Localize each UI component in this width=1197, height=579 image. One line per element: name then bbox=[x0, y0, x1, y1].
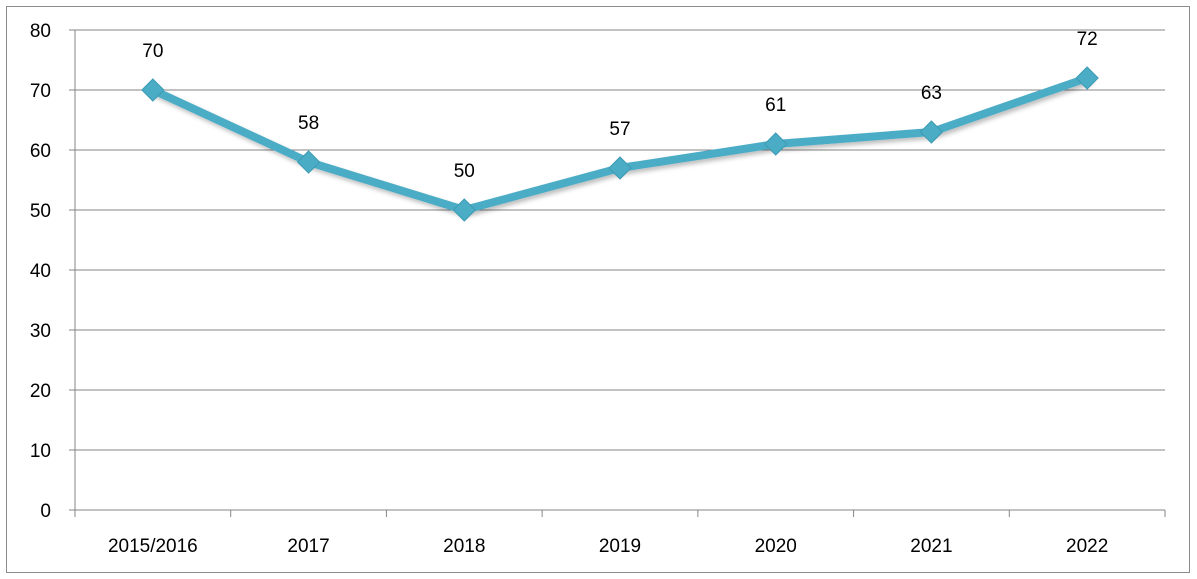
data-labels: 70 58 50 57 61 63 72 bbox=[142, 29, 1097, 182]
x-tick-label: 2019 bbox=[599, 536, 641, 557]
gridlines bbox=[75, 29, 1165, 451]
y-tick-label: 30 bbox=[30, 321, 51, 342]
data-label: 58 bbox=[298, 113, 319, 134]
series-line bbox=[148, 74, 1092, 214]
y-tick-label: 20 bbox=[30, 381, 51, 402]
x-tick-label: 2015/2016 bbox=[108, 536, 198, 557]
data-label: 61 bbox=[765, 95, 786, 116]
data-point-marker bbox=[141, 78, 165, 102]
data-label: 57 bbox=[609, 119, 630, 140]
data-point-marker bbox=[1075, 66, 1099, 90]
y-tick-label: 40 bbox=[30, 261, 51, 282]
x-tick-label: 2021 bbox=[910, 536, 952, 557]
data-point-marker bbox=[608, 156, 632, 180]
data-label: 63 bbox=[921, 83, 942, 104]
y-tick-label: 0 bbox=[40, 501, 51, 522]
data-label: 70 bbox=[142, 41, 163, 62]
x-axis-tick-labels: 2015/2016 2017 2018 2019 2020 2021 2022 bbox=[108, 536, 1108, 557]
x-tick-label: 2018 bbox=[443, 536, 485, 557]
x-tick-label: 2017 bbox=[287, 536, 329, 557]
y-tick-label: 70 bbox=[30, 81, 51, 102]
y-tick-label: 60 bbox=[30, 141, 51, 162]
y-tick-label: 50 bbox=[30, 201, 51, 222]
y-tick-label: 10 bbox=[30, 441, 51, 462]
marker-layer bbox=[141, 66, 1099, 222]
data-label: 72 bbox=[1077, 29, 1098, 50]
axes bbox=[69, 29, 1166, 517]
x-tick-label: 2020 bbox=[755, 536, 797, 557]
data-point-marker bbox=[296, 150, 321, 174]
series-layer bbox=[148, 74, 1092, 214]
data-point-marker bbox=[919, 120, 944, 144]
y-tick-label: 80 bbox=[30, 21, 51, 42]
x-tick-label: 2022 bbox=[1066, 536, 1108, 557]
chart-frame bbox=[6, 6, 1190, 573]
data-label: 50 bbox=[454, 161, 475, 182]
data-point-marker bbox=[452, 198, 476, 222]
data-point-marker bbox=[764, 132, 788, 156]
y-axis-tick-labels: 0 10 20 30 40 50 60 70 80 bbox=[30, 21, 51, 522]
